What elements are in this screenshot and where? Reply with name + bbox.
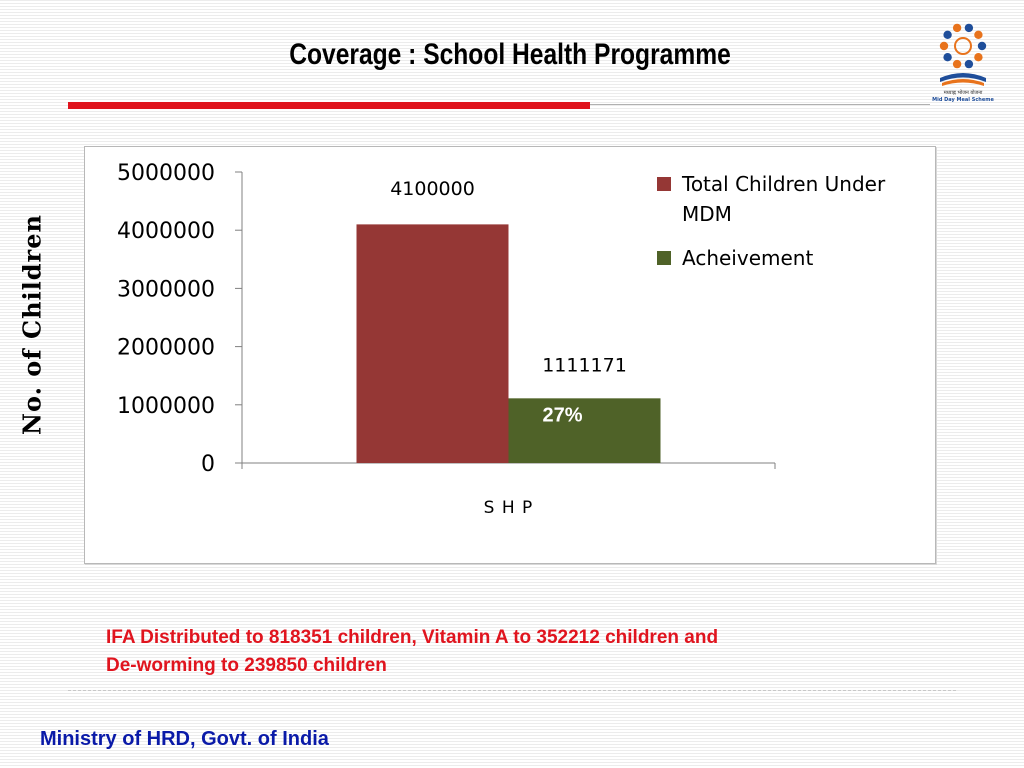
legend-swatch — [657, 251, 671, 265]
bar-total-children — [356, 224, 509, 463]
footnote-line-2: De-worming to 239850 children — [106, 655, 387, 676]
title-rule-red — [68, 102, 590, 109]
bar-data-label: 1111171 — [542, 354, 627, 376]
slide-title: Coverage : School Health Programme — [289, 38, 731, 71]
x-category-label: S H P — [484, 498, 534, 518]
y-tick-label: 2000000 — [117, 336, 215, 361]
legend-swatch — [657, 177, 671, 191]
y-tick-label: 3000000 — [117, 277, 215, 302]
legend-item-achievement: Acheivement — [657, 243, 927, 273]
bar-data-label: 4100000 — [390, 178, 475, 200]
legend-label: Acheivement — [682, 246, 814, 270]
logo-caption: Mid Day Meal Scheme — [932, 97, 994, 103]
y-tick-label: 1000000 — [117, 394, 215, 419]
title-rule-grey — [590, 104, 930, 105]
y-axis-title: No. of Children — [17, 214, 47, 435]
y-tick-label: 4000000 — [117, 219, 215, 244]
mid-day-meal-logo-icon: मध्याह्न भोजन योजना Mid Day Meal Scheme — [932, 23, 994, 103]
footer-rule — [68, 690, 956, 691]
logo-caption-hindi: मध्याह्न भोजन योजना — [944, 89, 983, 96]
bar-chart: 0 1000000 2000000 3000000 4000000 5000000 4100… — [117, 161, 776, 518]
bar-percent-label: 27% — [542, 404, 582, 426]
y-tick-label: 0 — [201, 452, 215, 477]
legend-item-total-children: Total Children Under MDM — [657, 169, 927, 229]
footer-ministry: Ministry of HRD, Govt. of India — [40, 728, 329, 750]
mid-day-meal-logo: मध्याह्न भोजन योजना Mid Day Meal Scheme — [928, 16, 998, 104]
chart-area: 0 1000000 2000000 3000000 4000000 5000000 4100… — [84, 146, 936, 564]
y-tick-label: 5000000 — [117, 161, 215, 186]
chart-legend: Total Children Under MDM Acheivement — [657, 169, 927, 287]
footnote: IFA Distributed to 818351 children, Vita… — [106, 624, 966, 680]
bar-achievement — [508, 398, 661, 463]
footnote-line-1: IFA Distributed to 818351 children, Vita… — [106, 627, 719, 648]
legend-label: Total Children Under MDM — [682, 172, 886, 226]
